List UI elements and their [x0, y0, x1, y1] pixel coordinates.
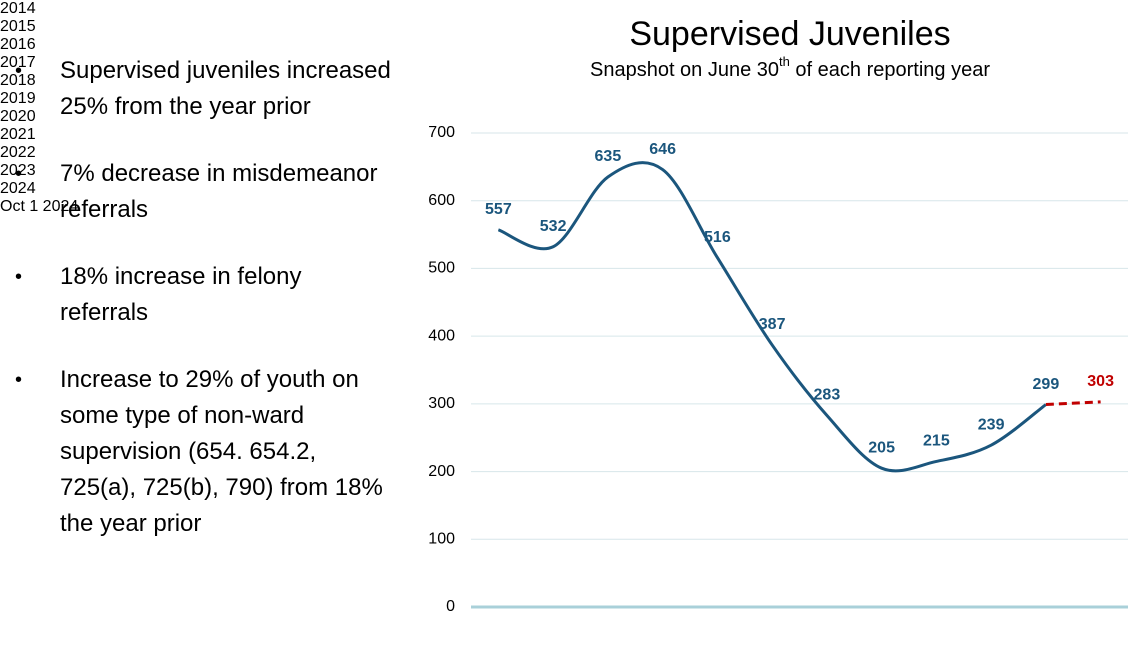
x-tick-label: Oct 1 2024: [0, 198, 79, 215]
y-tick-label: 500: [428, 260, 455, 277]
y-tick-label: 600: [428, 192, 455, 209]
bullet-item: Increase to 29% of youth on some type of…: [15, 362, 395, 542]
x-tick-label: 2022: [0, 144, 36, 161]
bullet-item: 18% increase in felony referrals: [15, 259, 395, 331]
subtitle-text: of each reporting year: [790, 59, 990, 81]
chart-title: Supervised Juveniles: [629, 15, 950, 53]
bullet-item: Supervised juveniles increased 25% from …: [15, 53, 395, 125]
y-tick-label: 700: [428, 124, 455, 141]
y-tick-label: 0: [446, 598, 455, 615]
data-label: 532: [540, 218, 567, 235]
data-label: 303: [1087, 373, 1114, 390]
data-label: 283: [814, 387, 841, 404]
data-label: 239: [978, 416, 1005, 433]
x-tick-label: 2019: [0, 90, 36, 107]
data-label: 646: [649, 141, 676, 158]
data-label: 387: [759, 316, 786, 333]
data-label: 299: [1033, 376, 1060, 393]
line-series: [497, 161, 1047, 473]
data-label: 557: [485, 201, 512, 218]
data-label: 635: [595, 148, 622, 165]
x-tick-label: 2021: [0, 126, 36, 143]
x-tick-label: 2015: [0, 18, 36, 35]
y-tick-label: 200: [428, 463, 455, 480]
x-tick-label: 2016: [0, 36, 36, 53]
data-label: 215: [923, 433, 950, 450]
data-label: 516: [704, 229, 731, 246]
line-series: [1045, 400, 1101, 407]
x-tick-label: 2020: [0, 108, 36, 125]
y-tick-label: 400: [428, 327, 455, 344]
subtitle-superscript: th: [779, 54, 790, 69]
data-label: 205: [868, 439, 895, 456]
x-tick-label: 2014: [0, 0, 36, 17]
bullet-item: 7% decrease in misdemeanor referrals: [15, 156, 395, 228]
subtitle-text: Snapshot on June 30: [590, 59, 779, 81]
y-tick-label: 300: [428, 395, 455, 412]
bullet-list: Supervised juveniles increased 25% from …: [15, 53, 395, 573]
chart-subtitle: Snapshot on June 30th of each reporting …: [590, 54, 990, 81]
y-tick-label: 100: [428, 531, 455, 548]
